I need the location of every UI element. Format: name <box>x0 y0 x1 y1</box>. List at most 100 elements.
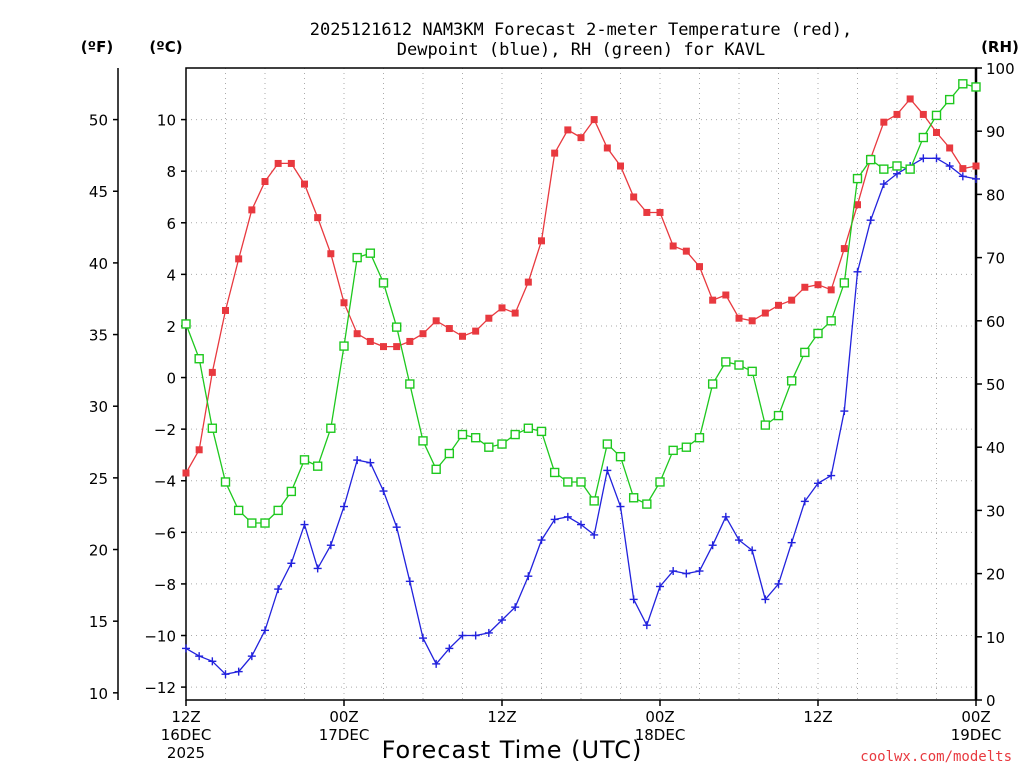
data-point <box>247 518 257 528</box>
data-point <box>958 172 967 181</box>
data-point <box>945 162 954 171</box>
fahrenheit-tick-label: 15 <box>89 613 108 631</box>
series <box>181 79 981 679</box>
data-point <box>708 541 717 550</box>
data-point <box>800 497 809 506</box>
data-point <box>340 299 348 307</box>
rh-unit-label: (RH) <box>981 38 1019 56</box>
data-point <box>642 621 651 630</box>
data-point <box>655 477 665 487</box>
data-point <box>431 464 441 475</box>
celsius-tick-label: −10 <box>144 628 176 646</box>
data-point <box>537 536 546 545</box>
data-point <box>392 523 401 532</box>
data-point <box>459 332 466 340</box>
data-point <box>695 567 704 576</box>
data-point <box>326 423 336 433</box>
data-point <box>893 110 901 118</box>
data-point <box>866 216 875 225</box>
data-point <box>603 466 612 475</box>
data-point <box>195 652 204 661</box>
data-point <box>195 446 203 454</box>
data-point <box>696 263 703 271</box>
data-point <box>879 164 889 174</box>
rh-tick-label: 100 <box>986 60 1015 78</box>
data-point <box>603 144 611 152</box>
data-point <box>643 208 651 216</box>
x-tick-label: 00Z <box>961 708 990 726</box>
data-point <box>432 317 440 325</box>
data-point <box>577 520 585 529</box>
data-point <box>576 477 586 487</box>
data-point <box>735 536 743 545</box>
rh-tick-label: 60 <box>986 313 1005 331</box>
data-point <box>470 433 481 443</box>
data-point <box>761 595 770 604</box>
celsius-tick-label: −4 <box>154 473 176 491</box>
fahrenheit-tick-label: 50 <box>89 112 108 130</box>
celsius-tick-label: −2 <box>154 421 176 439</box>
data-point <box>497 439 507 449</box>
data-point <box>840 407 849 416</box>
data-point <box>617 162 624 170</box>
celsius-tick-label: 6 <box>166 215 176 233</box>
celsius-tick-label: 10 <box>157 112 176 130</box>
data-point <box>485 314 493 322</box>
data-point <box>854 201 861 209</box>
rh-tick-label: 0 <box>986 692 996 710</box>
data-point <box>286 486 297 497</box>
series-dewpoint <box>182 154 980 679</box>
celsius-unit-label: (ºC) <box>149 38 182 56</box>
data-point <box>853 267 862 276</box>
data-point <box>944 94 955 105</box>
data-point <box>353 456 362 465</box>
data-point <box>774 579 783 588</box>
data-point <box>787 538 796 547</box>
rh-tick-label: 30 <box>986 502 1005 520</box>
data-point <box>814 281 822 289</box>
data-point <box>748 317 756 325</box>
data-point <box>958 79 968 89</box>
x-tick-label: 00Z <box>645 708 674 726</box>
data-point <box>668 445 678 456</box>
data-point <box>602 439 613 449</box>
rh-tick-label: 40 <box>986 439 1005 457</box>
data-point <box>261 626 269 635</box>
data-point <box>523 423 534 433</box>
data-point <box>760 420 771 430</box>
data-point <box>458 631 467 640</box>
data-point <box>932 154 941 163</box>
celsius-tick-label: −12 <box>144 679 176 697</box>
data-point <box>194 354 204 364</box>
x-tick-label: 17DEC <box>319 726 370 744</box>
data-point <box>615 451 626 462</box>
rh-tick-label: 10 <box>986 629 1005 647</box>
fahrenheit-unit-label: (ºF) <box>81 38 113 56</box>
grid <box>186 68 976 700</box>
data-point <box>628 493 639 503</box>
data-point <box>879 180 888 189</box>
credit-link[interactable]: coolwx.com/modelts <box>860 749 1012 765</box>
data-point <box>301 180 308 188</box>
data-point <box>761 309 769 317</box>
rh-tick-label: 90 <box>986 123 1005 141</box>
data-point <box>589 496 599 506</box>
data-point <box>260 518 270 528</box>
data-point <box>813 328 823 339</box>
celsius-tick-label: 0 <box>166 370 176 388</box>
data-point <box>616 502 625 511</box>
data-point <box>788 296 796 304</box>
x-tick-label: 18DEC <box>635 726 686 744</box>
x-tick-label: 00Z <box>329 708 358 726</box>
celsius-tick-label: −8 <box>154 576 176 594</box>
data-point <box>775 301 782 309</box>
data-point <box>248 206 256 214</box>
data-point <box>233 505 244 516</box>
data-point <box>471 631 480 640</box>
data-point <box>905 164 915 174</box>
data-point <box>339 341 349 351</box>
data-point <box>892 161 902 171</box>
data-point <box>406 337 414 345</box>
data-point <box>391 322 402 332</box>
data-point <box>352 252 362 263</box>
